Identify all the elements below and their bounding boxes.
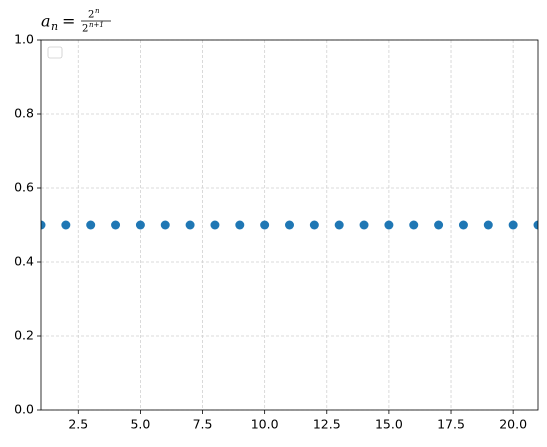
- point: [434, 220, 444, 230]
- title-num-exp: n: [95, 7, 100, 15]
- point: [210, 220, 220, 230]
- point: [384, 220, 394, 230]
- y-tick-label: 0.6: [14, 180, 34, 195]
- point: [334, 220, 344, 230]
- title-relation: =: [62, 12, 75, 31]
- x-tick-label: 15.0: [375, 417, 403, 432]
- x-tick-label: 7.5: [193, 417, 213, 432]
- point: [160, 220, 170, 230]
- point: [86, 220, 96, 230]
- point: [409, 220, 419, 230]
- point: [359, 220, 369, 230]
- point: [41, 220, 46, 230]
- point: [111, 220, 121, 230]
- point: [260, 220, 270, 230]
- x-tick-label: 17.5: [437, 417, 465, 432]
- y-tick-label: 1.0: [14, 32, 34, 47]
- y-tick-label: 0.4: [14, 254, 34, 269]
- point: [61, 220, 71, 230]
- title-lhs-sub: n: [51, 20, 58, 33]
- y-tick-label: 0.8: [14, 106, 34, 121]
- chart-title: a n = 2 n 2 n+1: [41, 7, 111, 35]
- x-tick-label: 12.5: [313, 417, 341, 432]
- point: [483, 220, 493, 230]
- title-num-base: 2: [88, 10, 94, 21]
- legend-box: [47, 46, 63, 59]
- title-lhs: a: [41, 12, 51, 31]
- point: [309, 220, 319, 230]
- y-tick-label: 0.2: [14, 328, 34, 343]
- x-tick-label: 2.5: [68, 417, 88, 432]
- y-tick-label: 0.0: [14, 402, 34, 417]
- x-tick-label: 10.0: [251, 417, 279, 432]
- x-tick-label: 5.0: [130, 417, 150, 432]
- point: [235, 220, 245, 230]
- point: [285, 220, 294, 230]
- point: [533, 220, 538, 230]
- title-den-exp: n+1: [89, 21, 104, 29]
- plot-frame: [40, 39, 539, 411]
- title-den-base: 2: [82, 24, 88, 35]
- point: [185, 220, 195, 230]
- point: [135, 220, 145, 230]
- point: [458, 220, 468, 230]
- x-tick-label: 20.0: [499, 417, 527, 432]
- point: [508, 220, 518, 230]
